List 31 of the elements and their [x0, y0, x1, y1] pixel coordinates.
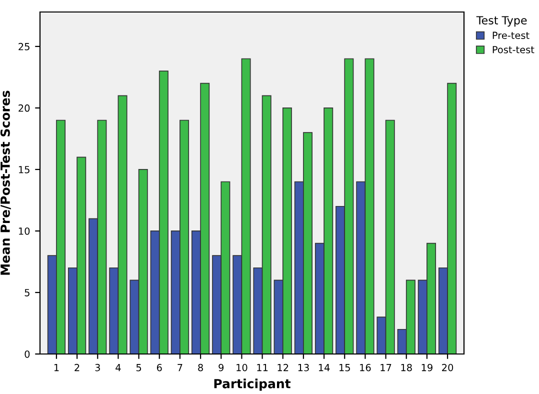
x-tick-label: 13 [298, 364, 309, 372]
x-axis-title: Participant [214, 378, 291, 391]
x-tick-label: 3 [95, 364, 100, 372]
x-tick-label: 2 [74, 364, 80, 372]
y-tick-label: 5 [24, 289, 30, 296]
x-tick-label: 5 [136, 364, 142, 372]
y-tick-label: 15 [18, 166, 30, 174]
x-tick-label: 14 [318, 364, 330, 372]
y-tick-label: 0 [24, 350, 30, 358]
x-tick-label: 9 [218, 364, 224, 372]
x-tick-label: 12 [278, 364, 288, 372]
x-tick-label: 8 [198, 364, 203, 372]
x-tick-label: 4 [116, 364, 121, 372]
legend-label: Pre-test [492, 32, 530, 40]
x-tick-label: 11 [257, 364, 268, 372]
x-tick-label: 17 [380, 364, 392, 372]
x-tick-label: 16 [360, 364, 371, 372]
x-tick-label: 6 [156, 364, 162, 372]
y-axis-title: Mean Pre/Post-Test Scores [0, 90, 11, 275]
x-tick-label: 20 [442, 364, 454, 372]
y-tick-label: 25 [18, 42, 30, 50]
x-tick-label: 1 [54, 364, 59, 372]
x-tick-label: 18 [401, 364, 412, 372]
y-tick-label: 20 [18, 104, 30, 112]
x-tick-label: 19 [422, 364, 432, 372]
legend-title: Test Type [476, 16, 527, 27]
x-tick-label: 7 [178, 364, 182, 372]
x-tick-label: 10 [236, 364, 248, 372]
x-tick-label: 15 [340, 364, 350, 372]
legend-label: Post-test [492, 46, 534, 54]
y-tick-label: 10 [18, 227, 30, 235]
